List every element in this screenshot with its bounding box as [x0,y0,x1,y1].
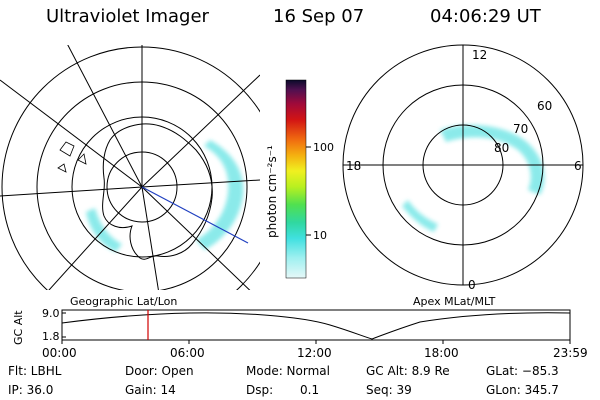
satellite-ground-track [141,186,249,244]
aurora-patch [86,208,122,252]
app-title: Ultraviolet Imager [46,6,209,27]
magnetic-polar-plot: 12 18 6 0 60 70 80 [342,44,584,292]
glon-info: GLon: 345.7 [486,383,559,397]
colorbar-label: photon cm⁻²s⁻¹ [265,145,279,238]
colorbar-tick-100: 100 [313,141,334,154]
left-panel-caption: Geographic Lat/Lon [70,295,177,308]
coastline [102,123,213,260]
ip-info: IP: 36.0 [8,383,54,397]
time-tick-0000: 00:00 [42,346,77,360]
meridian-lines [0,45,260,290]
date-label: 16 Sep 07 [273,6,365,27]
mlat-label-80: 80 [494,141,509,155]
mlt-label-0: 0 [468,278,476,292]
colorbar [285,79,307,279]
mlat-label-70: 70 [513,122,528,136]
left-aurora-emission [86,140,244,252]
aurora-oval-nightside [402,200,438,232]
time-tick-2359: 23:59 [553,346,588,360]
aurora-band [196,140,244,250]
mlat-label-60: 60 [537,99,552,113]
time-tick-1800: 18:00 [424,346,459,360]
time-label: 04:06:29 UT [430,6,541,27]
mlt-label-18: 18 [346,159,361,173]
mlt-label-6: 6 [574,159,582,173]
altitude-curve [61,312,571,340]
seq-info: Seq: 39 [366,383,412,397]
geographic-map [0,45,260,290]
time-tick-0600: 06:00 [170,346,205,360]
time-tick-1200: 12:00 [297,346,332,360]
gain-info: Gain: 14 [125,383,176,397]
mode-info: Mode: Normal [246,364,330,378]
dsp-label: Dsp: [246,383,274,397]
aurora-oval-dayside [440,125,545,195]
mlt-label-12: 12 [472,48,487,62]
right-aurora-emission [402,125,545,232]
glat-info: GLat: −85.3 [486,364,559,378]
altitude-ymax-label: 9.0 [42,307,60,320]
filter-info: Flt: LBHL [8,364,62,378]
altitude-plot: 9.0 1.8 GC Alt 00:00 06:00 12:00 18:00 2… [12,307,588,360]
gc-alt-info: GC Alt: 8.9 Re [366,364,450,378]
coastline-islands [57,141,87,173]
door-info: Door: Open [125,364,194,378]
right-panel-caption: Apex MLat/MLT [413,295,496,308]
altitude-ymin-label: 1.8 [42,330,60,343]
altitude-ylabel: GC Alt [12,310,25,345]
dsp-value: 0.1 [300,383,320,397]
colorbar-tick-10: 10 [313,229,327,242]
